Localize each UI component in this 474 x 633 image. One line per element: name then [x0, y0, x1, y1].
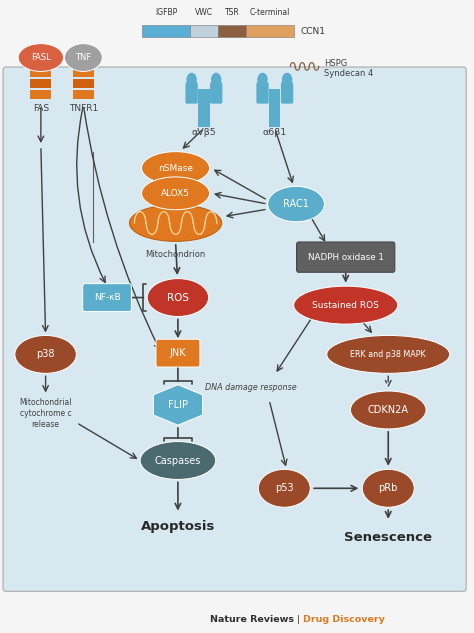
- Text: C-terminal: C-terminal: [250, 8, 290, 17]
- Text: FASL: FASL: [31, 53, 51, 62]
- Ellipse shape: [140, 442, 216, 479]
- Ellipse shape: [257, 73, 268, 87]
- Text: TNFR1: TNFR1: [69, 104, 98, 113]
- Text: TNF: TNF: [75, 53, 91, 62]
- FancyBboxPatch shape: [269, 89, 281, 127]
- FancyBboxPatch shape: [143, 25, 190, 37]
- Ellipse shape: [142, 177, 210, 210]
- Text: FLIP: FLIP: [168, 400, 188, 410]
- FancyBboxPatch shape: [198, 89, 210, 127]
- Text: HSPG: HSPG: [324, 60, 348, 68]
- Ellipse shape: [350, 391, 426, 429]
- FancyBboxPatch shape: [73, 47, 94, 56]
- Text: VWC: VWC: [195, 8, 213, 17]
- Ellipse shape: [147, 279, 209, 316]
- Ellipse shape: [294, 286, 398, 324]
- Text: p53: p53: [275, 484, 293, 493]
- FancyBboxPatch shape: [190, 25, 218, 37]
- FancyBboxPatch shape: [73, 68, 94, 77]
- Text: ALOX5: ALOX5: [161, 189, 190, 198]
- Text: αVβ5: αVβ5: [191, 128, 216, 137]
- FancyBboxPatch shape: [73, 58, 94, 66]
- Text: NADPH oxidase 1: NADPH oxidase 1: [308, 253, 383, 261]
- Text: FAS: FAS: [33, 104, 49, 113]
- Text: Senescence: Senescence: [344, 531, 432, 544]
- FancyBboxPatch shape: [281, 82, 293, 104]
- FancyBboxPatch shape: [30, 68, 51, 77]
- Polygon shape: [154, 385, 202, 425]
- FancyBboxPatch shape: [30, 47, 51, 56]
- FancyBboxPatch shape: [218, 25, 246, 37]
- Text: ERK and p38 MAPK: ERK and p38 MAPK: [350, 350, 426, 359]
- Text: RAC1: RAC1: [283, 199, 309, 209]
- FancyBboxPatch shape: [82, 284, 131, 311]
- Text: Syndecan 4: Syndecan 4: [324, 70, 374, 78]
- FancyBboxPatch shape: [210, 82, 222, 104]
- FancyBboxPatch shape: [246, 25, 294, 37]
- Text: CDKN2A: CDKN2A: [368, 405, 409, 415]
- Text: Nature Reviews: Nature Reviews: [210, 615, 294, 624]
- Text: TSR: TSR: [225, 8, 240, 17]
- FancyBboxPatch shape: [185, 82, 198, 104]
- Ellipse shape: [258, 469, 310, 507]
- Ellipse shape: [15, 335, 76, 373]
- Text: pRb: pRb: [379, 484, 398, 493]
- Text: Drug Discovery: Drug Discovery: [303, 615, 385, 624]
- FancyBboxPatch shape: [73, 90, 94, 99]
- Text: CCN1: CCN1: [301, 27, 326, 35]
- Text: Sustained ROS: Sustained ROS: [312, 301, 379, 310]
- Ellipse shape: [186, 73, 197, 87]
- Ellipse shape: [282, 73, 292, 87]
- Ellipse shape: [129, 204, 222, 241]
- FancyBboxPatch shape: [156, 339, 200, 367]
- Text: IGFBP: IGFBP: [155, 8, 177, 17]
- Ellipse shape: [327, 335, 450, 373]
- Ellipse shape: [268, 186, 324, 222]
- Text: ROS: ROS: [167, 292, 189, 303]
- Ellipse shape: [142, 152, 210, 184]
- FancyBboxPatch shape: [73, 79, 94, 88]
- FancyBboxPatch shape: [256, 82, 269, 104]
- FancyBboxPatch shape: [30, 79, 51, 88]
- FancyBboxPatch shape: [3, 67, 466, 591]
- Text: Apoptosis: Apoptosis: [141, 520, 215, 533]
- Ellipse shape: [211, 73, 221, 87]
- Text: DNA damage response: DNA damage response: [205, 383, 297, 392]
- Text: nSMase: nSMase: [158, 163, 193, 173]
- FancyBboxPatch shape: [30, 90, 51, 99]
- Text: Mitochondrial
cytochrome c
release: Mitochondrial cytochrome c release: [19, 398, 72, 429]
- FancyBboxPatch shape: [297, 242, 395, 272]
- Text: Mitochondrion: Mitochondrion: [146, 250, 206, 259]
- Ellipse shape: [362, 469, 414, 507]
- Ellipse shape: [64, 44, 102, 72]
- Ellipse shape: [18, 44, 64, 72]
- Text: p38: p38: [36, 349, 55, 360]
- Text: NF-κB: NF-κB: [94, 293, 120, 302]
- Text: α6β1: α6β1: [263, 128, 287, 137]
- Text: JNK: JNK: [170, 348, 186, 358]
- Text: Caspases: Caspases: [155, 456, 201, 465]
- FancyBboxPatch shape: [30, 58, 51, 66]
- Text: |: |: [297, 615, 300, 624]
